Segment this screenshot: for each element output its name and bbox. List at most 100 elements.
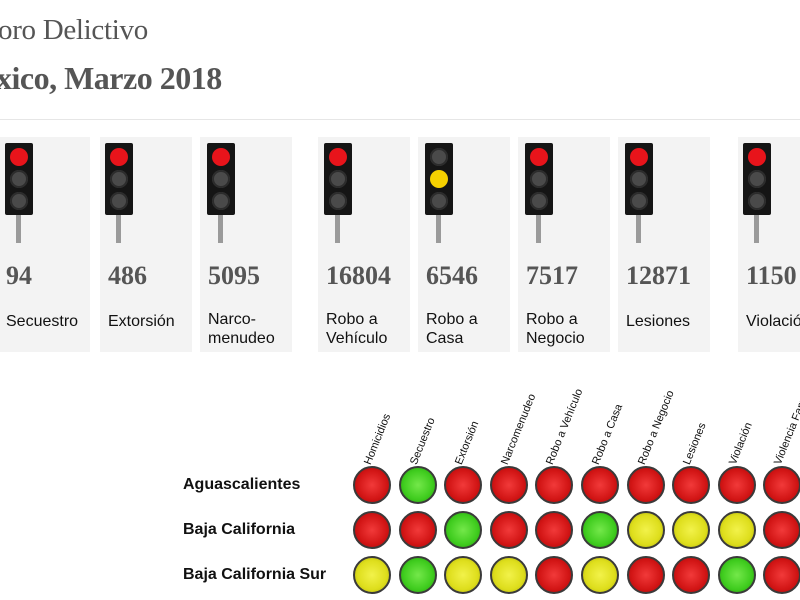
crime-card[interactable]: 12871 Lesiones [618, 137, 710, 352]
status-light-yellow[interactable] [672, 511, 711, 549]
status-light-yellow[interactable] [353, 556, 391, 594]
column-header: Violencia Fam. [772, 394, 800, 467]
column-header: Extorsión [453, 419, 482, 467]
crime-label: Extorsión [108, 313, 175, 330]
traffic-light-lamp [212, 148, 230, 166]
column-header: Violación [726, 420, 755, 467]
traffic-light-lamp [748, 148, 766, 166]
traffic-light-lamp [430, 170, 448, 188]
traffic-light-lamp [329, 192, 347, 210]
column-header: Lesiones [681, 421, 709, 467]
crime-count: 7517 [526, 261, 578, 290]
crime-card[interactable]: 486 Extorsión [100, 137, 192, 352]
status-light-red[interactable] [763, 466, 800, 504]
status-light-green[interactable] [581, 511, 619, 549]
column-header: Narcomenudeo [498, 392, 539, 467]
status-light-red[interactable] [535, 511, 574, 549]
traffic-light-icon [5, 143, 33, 215]
status-light-red[interactable] [535, 466, 574, 504]
crime-card[interactable]: 1150 Violación [738, 137, 800, 352]
crime-count: 16804 [326, 261, 391, 290]
column-header: Robo a Negocio [635, 388, 677, 467]
traffic-light-pole [335, 215, 340, 243]
traffic-light-lamp [748, 192, 766, 210]
column-header: Homicidios [362, 412, 394, 467]
traffic-light-lamp [110, 148, 128, 166]
status-light-red[interactable] [672, 466, 711, 504]
traffic-light-lamp [430, 192, 448, 210]
traffic-light-pole [116, 215, 121, 243]
traffic-light-icon [207, 143, 235, 215]
status-light-red[interactable] [489, 511, 528, 549]
status-light-red[interactable] [444, 466, 483, 504]
traffic-light-lamp [530, 192, 548, 210]
status-light-red[interactable] [717, 466, 756, 504]
status-light-red[interactable] [672, 556, 711, 594]
traffic-light-lamp [10, 192, 28, 210]
status-light-red[interactable] [626, 556, 665, 594]
crime-label: Violación [746, 313, 800, 330]
status-light-red[interactable] [398, 511, 437, 549]
crime-card[interactable]: 16804 Robo a Vehículo [318, 137, 410, 352]
state-label: Baja California Sur [183, 566, 327, 583]
traffic-light-lamp [110, 192, 128, 210]
status-light-green[interactable] [444, 511, 483, 549]
traffic-light-lamp [10, 170, 28, 188]
traffic-light-lamp [530, 148, 548, 166]
traffic-light-pole [636, 215, 641, 243]
traffic-light-lamp [748, 170, 766, 188]
traffic-light-icon [105, 143, 133, 215]
traffic-light-pole [16, 215, 21, 243]
crime-count: 94 [6, 261, 32, 290]
status-light-green[interactable] [717, 556, 756, 594]
status-light-green[interactable] [398, 466, 437, 504]
traffic-light-lamp [630, 192, 648, 210]
traffic-light-lamp [430, 148, 448, 166]
crime-label: Robo a Negocio [526, 311, 585, 347]
status-light-yellow[interactable] [489, 556, 528, 594]
traffic-light-lamp [630, 170, 648, 188]
traffic-light-icon [324, 143, 352, 215]
traffic-light-lamp [630, 148, 648, 166]
crime-count: 12871 [626, 261, 691, 290]
status-light-red[interactable] [763, 556, 800, 594]
crime-count: 486 [108, 261, 147, 290]
crime-label: Narco- menudeo [208, 311, 275, 347]
crime-card[interactable]: 6546 Robo a Casa [418, 137, 510, 352]
status-light-red[interactable] [763, 511, 800, 549]
crime-count: 6546 [426, 261, 478, 290]
traffic-light-lamp [110, 170, 128, 188]
status-light-red[interactable] [626, 466, 665, 504]
status-light-green[interactable] [398, 556, 437, 594]
crime-label: Robo a Vehículo [326, 311, 388, 347]
traffic-light-icon [625, 143, 653, 215]
traffic-light-pole [536, 215, 541, 243]
status-light-red[interactable] [489, 466, 528, 504]
page-title-line-2: xico, Marzo 2018 [0, 60, 222, 96]
status-light-red[interactable] [581, 466, 619, 504]
status-light-yellow[interactable] [581, 556, 619, 594]
header-divider [0, 119, 800, 120]
traffic-light-icon [525, 143, 553, 215]
status-light-red[interactable] [353, 466, 391, 504]
crime-card[interactable]: 94 Secuestro [0, 137, 90, 352]
state-label: Aguascalientes [183, 476, 301, 493]
column-header: Robo a Vehículo [544, 387, 586, 467]
traffic-light-icon [425, 143, 453, 215]
crime-card[interactable]: 7517 Robo a Negocio [518, 137, 610, 352]
column-header: Robo a Casa [590, 402, 626, 467]
status-light-red[interactable] [535, 556, 574, 594]
column-header: Secuestro [407, 416, 438, 467]
traffic-light-lamp [212, 192, 230, 210]
crime-card[interactable]: 5095 Narco- menudeo [200, 137, 292, 352]
traffic-light-pole [754, 215, 759, 243]
traffic-light-lamp [329, 148, 347, 166]
status-light-red[interactable] [353, 511, 391, 549]
crime-label: Secuestro [6, 313, 79, 330]
status-light-yellow[interactable] [444, 556, 483, 594]
status-light-yellow[interactable] [717, 511, 756, 549]
traffic-light-pole [436, 215, 441, 243]
status-light-yellow[interactable] [626, 511, 665, 549]
traffic-light-lamp [10, 148, 28, 166]
crime-label: Lesiones [626, 313, 691, 330]
